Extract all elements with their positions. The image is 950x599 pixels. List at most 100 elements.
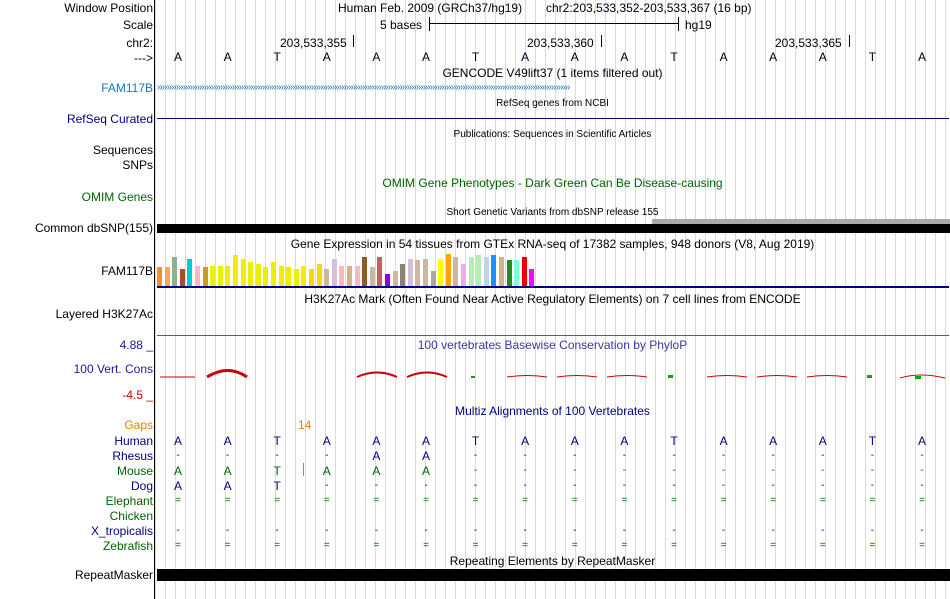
alignment-base: =: [373, 495, 380, 506]
gtex-tissue-bar[interactable]: [248, 262, 254, 286]
repeatmasker-track-label[interactable]: RepeatMasker: [74, 568, 153, 582]
gtex-tissue-bar[interactable]: [278, 266, 284, 286]
species-label-dog[interactable]: Dog: [130, 479, 153, 493]
alignment-base: =: [571, 495, 578, 506]
alignment-base: =: [423, 540, 429, 551]
gtex-tissue-bar[interactable]: [514, 260, 520, 286]
gtex-tissue-bar[interactable]: [187, 259, 193, 286]
gtex-track-label[interactable]: FAM117B: [101, 264, 153, 278]
refseq-track-label[interactable]: RefSeq Curated: [66, 112, 153, 126]
multiz-gap-count: 14: [298, 418, 312, 432]
gtex-tissue-bar[interactable]: [324, 269, 330, 286]
gtex-tissue-bar[interactable]: [195, 266, 200, 286]
species-label-mouse[interactable]: Mouse: [116, 464, 153, 478]
alignment-base: =: [373, 540, 380, 551]
gtex-tissue-bar[interactable]: [225, 266, 231, 286]
gtex-tissue-bar[interactable]: [453, 257, 459, 286]
species-label-chicken[interactable]: Chicken: [109, 509, 153, 523]
h3k27ac-track-label[interactable]: Layered H3K27Ac: [55, 307, 153, 321]
dbsnp-variant-feature[interactable]: [157, 224, 950, 233]
sequences-track-label[interactable]: Sequences: [92, 143, 153, 157]
gtex-tissue-bar[interactable]: [499, 257, 504, 286]
gtex-tissue-bar[interactable]: [172, 257, 178, 286]
phylop-signal-plot[interactable]: [155, 360, 950, 384]
gtex-tissue-bar[interactable]: [438, 259, 444, 286]
gtex-tissue-bar[interactable]: [521, 257, 527, 286]
alignment-base: -: [325, 480, 329, 491]
snps-track-label[interactable]: SNPs: [122, 158, 153, 172]
gtex-tissue-bar[interactable]: [385, 274, 390, 286]
gtex-tissue-bar[interactable]: [392, 271, 398, 286]
gtex-tissue-bar[interactable]: [468, 257, 474, 286]
gtex-tissue-bar[interactable]: [202, 267, 208, 286]
reference-base: T: [471, 50, 480, 64]
omim-track-title: OMIM Gene Phenotypes - Dark Green Can Be…: [382, 176, 723, 190]
gtex-tissue-bar[interactable]: [286, 267, 292, 286]
gtex-tissue-bar[interactable]: [415, 260, 421, 286]
alignment-base: -: [771, 525, 775, 536]
gtex-tissue-bar[interactable]: [362, 257, 368, 286]
alignment-base: -: [473, 480, 478, 491]
gtex-tissue-bar[interactable]: [164, 267, 170, 286]
alignment-base: -: [870, 480, 875, 491]
alignment-base: =: [472, 495, 479, 506]
gencode-track-label[interactable]: FAM117B: [101, 81, 153, 95]
gtex-tissue-bar[interactable]: [293, 269, 299, 286]
gencode-gene-feature[interactable]: ››››››››››››››››››››››››››››››››››››››››…: [157, 82, 570, 93]
gtex-tissue-bar[interactable]: [157, 267, 162, 286]
gtex-tissue-bar[interactable]: [423, 259, 428, 286]
gtex-tissue-bar[interactable]: [316, 264, 322, 286]
multiz-gaps-label[interactable]: Gaps: [124, 418, 153, 432]
dbsnp-overlap-feature[interactable]: [652, 219, 950, 224]
gtex-tissue-bar[interactable]: [430, 271, 436, 286]
refseq-gene-feature[interactable]: [157, 118, 949, 119]
repeatmasker-feature[interactable]: [157, 569, 950, 581]
dbsnp-track-label[interactable]: Common dbSNP(155): [34, 221, 153, 235]
species-label-elephant[interactable]: Elephant: [105, 494, 153, 508]
gtex-tissue-bar[interactable]: [179, 269, 185, 286]
coord-label: 203,533,360: [527, 36, 594, 50]
region-position[interactable]: chr2:203,533,352-203,533,367 (16 bp): [546, 1, 752, 15]
species-label-human[interactable]: Human: [114, 434, 153, 448]
alignment-base: =: [571, 540, 578, 551]
species-label-zebrafish[interactable]: Zebrafish: [102, 539, 153, 553]
scale-bar: [429, 23, 678, 24]
gtex-tissue-bar[interactable]: [483, 257, 489, 286]
gtex-tissue-bar[interactable]: [491, 255, 497, 286]
alignment-base: -: [573, 525, 577, 536]
gtex-gene-baseline: [157, 286, 949, 288]
gtex-tissue-bar[interactable]: [400, 264, 406, 286]
gtex-tissue-bar[interactable]: [445, 254, 451, 286]
gtex-tissue-bar[interactable]: [461, 264, 466, 286]
alignment-base: A: [620, 434, 629, 448]
species-label-rhesus[interactable]: Rhesus: [112, 449, 153, 463]
gtex-tissue-bar[interactable]: [331, 259, 337, 286]
gtex-tissue-bar[interactable]: [339, 266, 345, 286]
reference-base: A: [620, 50, 629, 64]
gtex-tissue-bar[interactable]: [407, 259, 413, 286]
gtex-tissue-bar[interactable]: [377, 257, 383, 286]
alignment-base: =: [671, 540, 677, 551]
gtex-tissue-bar[interactable]: [271, 262, 276, 286]
scale-label: Scale: [122, 18, 153, 32]
species-label-x_tropicalis[interactable]: X_tropicalis: [90, 524, 153, 538]
gtex-tissue-bar[interactable]: [506, 260, 512, 286]
gtex-tissue-bar[interactable]: [217, 266, 223, 286]
gtex-bar-chart[interactable]: [157, 252, 537, 286]
gtex-tissue-bar[interactable]: [309, 269, 314, 286]
omim-track-label[interactable]: OMIM Genes: [81, 190, 153, 204]
gtex-tissue-bar[interactable]: [255, 264, 261, 286]
gtex-tissue-bar[interactable]: [347, 266, 352, 286]
gtex-tissue-bar[interactable]: [369, 267, 375, 286]
alignment-base: A: [917, 434, 926, 448]
gtex-tissue-bar[interactable]: [233, 255, 238, 286]
gtex-tissue-bar[interactable]: [210, 266, 216, 286]
phylop-track-label[interactable]: 100 Vert. Cons: [73, 362, 153, 376]
gtex-tissue-bar[interactable]: [263, 267, 269, 286]
gtex-tissue-bar[interactable]: [240, 259, 246, 286]
gtex-tissue-bar[interactable]: [354, 266, 360, 286]
gtex-tissue-bar[interactable]: [476, 255, 482, 286]
gtex-tissue-bar[interactable]: [301, 266, 307, 286]
alignment-base: -: [374, 525, 379, 536]
gtex-tissue-bar[interactable]: [529, 269, 535, 286]
